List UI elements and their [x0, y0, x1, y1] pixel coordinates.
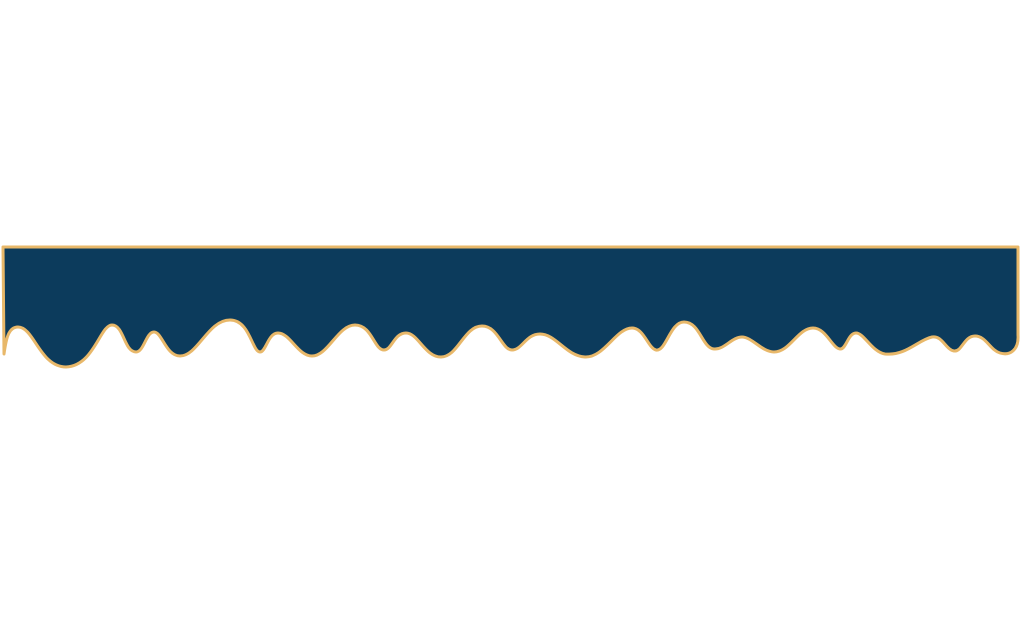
drip-banner-shape	[1, 245, 1020, 369]
